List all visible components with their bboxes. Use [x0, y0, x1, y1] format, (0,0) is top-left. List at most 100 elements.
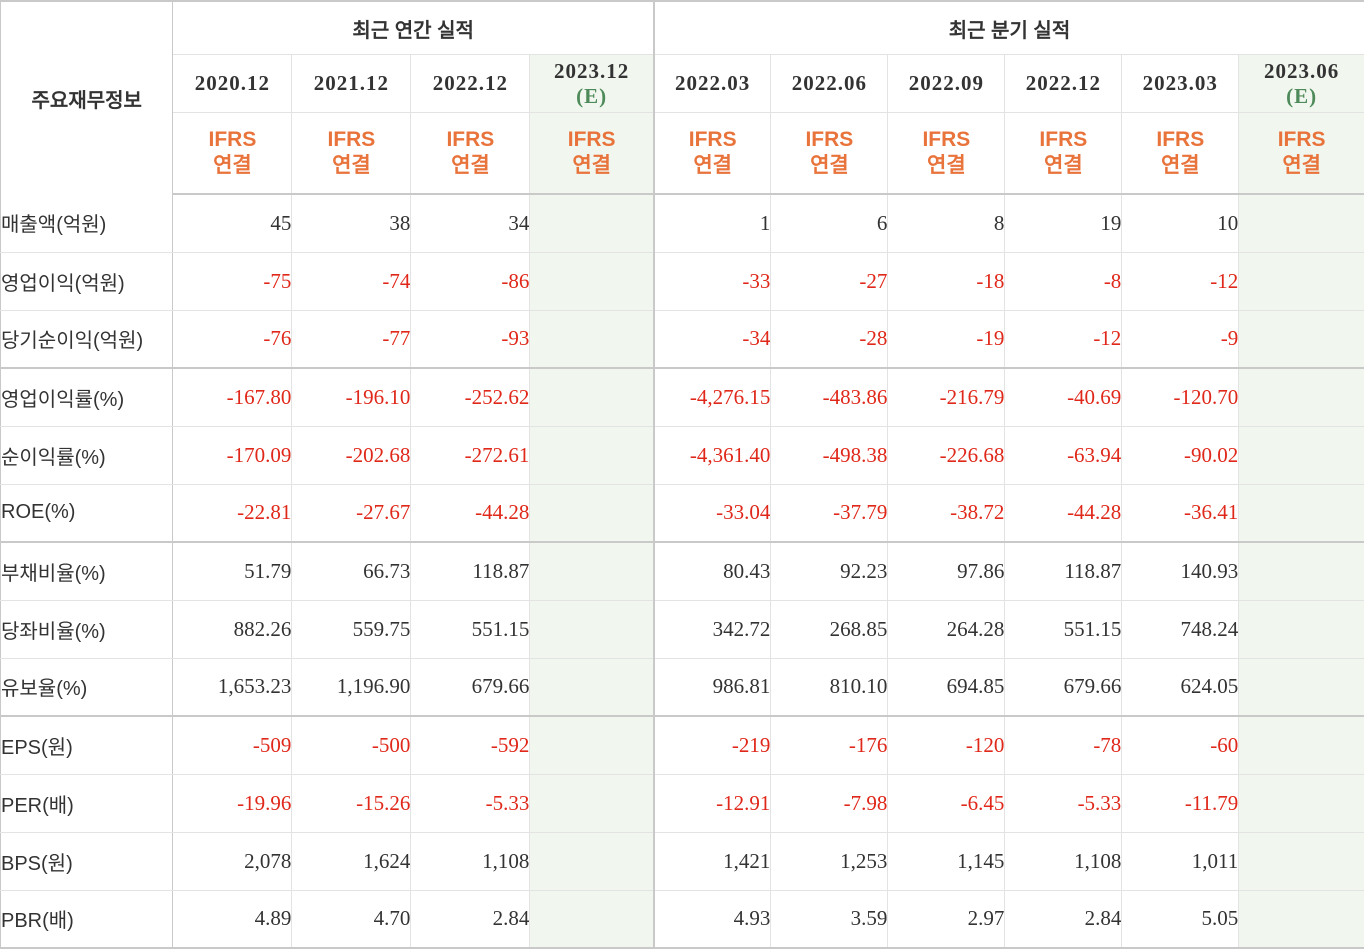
table-row: PER(배) -19.96 -15.26 -5.33 -12.91 -7.98 -6.45-…: [1, 774, 1365, 832]
value-cell: -75: [173, 252, 292, 310]
value-cell: [530, 890, 654, 948]
period-header: 2023.12 (E): [530, 55, 654, 113]
accounting-basis: IFRS 연결: [1239, 113, 1364, 195]
value-cell: -5.33: [1005, 774, 1122, 832]
value-cell: 679.66: [1005, 658, 1122, 716]
value-cell: [530, 310, 654, 368]
basis-consolidation: 연결: [655, 153, 770, 179]
value-cell: -12: [1005, 310, 1122, 368]
basis-consolidation: 연결: [292, 153, 410, 179]
row-label: 영업이익(억원): [1, 252, 173, 310]
period-label: 2022.12: [433, 71, 508, 95]
basis-standard: IFRS: [1122, 127, 1238, 153]
period-header: 2022.12: [1005, 55, 1122, 113]
value-cell: [1239, 774, 1364, 832]
row-label: 유보율(%): [1, 658, 173, 716]
value-cell: 5.05: [1122, 890, 1239, 948]
value-cell: 1,653.23: [173, 658, 292, 716]
accounting-basis: IFRS 연결: [771, 113, 888, 195]
value-cell: -86: [411, 252, 530, 310]
basis-standard: IFRS: [888, 127, 1004, 153]
row-label: ROE(%): [1, 484, 173, 542]
accounting-basis: IFRS 연결: [1122, 113, 1239, 195]
value-cell: -15.26: [292, 774, 411, 832]
value-cell: 140.93: [1122, 542, 1239, 600]
table-row: 영업이익(억원) -75 -74 -86 -33 -27 -18 -8 -12: [1, 252, 1365, 310]
value-cell: -170.09: [173, 426, 292, 484]
value-cell: -272.61: [411, 426, 530, 484]
value-cell: 748.24: [1122, 600, 1239, 658]
basis-standard: IFRS: [411, 127, 529, 153]
value-cell: -500: [292, 716, 411, 774]
value-cell: -93: [411, 310, 530, 368]
value-cell: -40.69: [1005, 368, 1122, 426]
basis-standard: IFRS: [292, 127, 410, 153]
value-cell: -216.79: [888, 368, 1005, 426]
period-label: 2022.12: [1026, 71, 1101, 95]
table-row: PBR(배) 4.89 4.70 2.84 4.93 3.59 2.97 2.84 5.05: [1, 890, 1365, 948]
value-cell: 92.23: [771, 542, 888, 600]
value-cell: -78: [1005, 716, 1122, 774]
row-label: 부채비율(%): [1, 542, 173, 600]
table-row: ROE(%) -22.81 -27.67 -44.28 -33.04 -37.79 -38.…: [1, 484, 1365, 542]
basis-consolidation: 연결: [1005, 153, 1121, 179]
value-cell: 2.84: [1005, 890, 1122, 948]
value-cell: -19.96: [173, 774, 292, 832]
value-cell: 4.93: [654, 890, 771, 948]
value-cell: -5.33: [411, 774, 530, 832]
value-cell: -19: [888, 310, 1005, 368]
table-row: BPS(원) 2,078 1,624 1,108 1,421 1,253 1,145 1,10…: [1, 832, 1365, 890]
value-cell: [530, 716, 654, 774]
value-cell: -18: [888, 252, 1005, 310]
value-cell: 624.05: [1122, 658, 1239, 716]
row-label: 순이익률(%): [1, 426, 173, 484]
period-header: 2021.12: [292, 55, 411, 113]
basis-consolidation: 연결: [1122, 153, 1238, 179]
row-label: 당기순이익(억원): [1, 310, 173, 368]
value-cell: [530, 600, 654, 658]
value-cell: -4,276.15: [654, 368, 771, 426]
period-header: 2020.12: [173, 55, 292, 113]
value-cell: 2,078: [173, 832, 292, 890]
value-cell: [1239, 426, 1364, 484]
table-row: 영업이익률(%) -167.80 -196.10 -252.62 -4,276.15 -4…: [1, 368, 1365, 426]
period-label: 2022.03: [675, 71, 750, 95]
value-cell: -252.62: [411, 368, 530, 426]
value-cell: [530, 484, 654, 542]
value-cell: -4,361.40: [654, 426, 771, 484]
value-cell: 694.85: [888, 658, 1005, 716]
value-cell: -509: [173, 716, 292, 774]
value-cell: 1,196.90: [292, 658, 411, 716]
value-cell: 1,253: [771, 832, 888, 890]
value-cell: 1,421: [654, 832, 771, 890]
financial-summary-table: 주요재무정보 최근 연간 실적 최근 분기 실적 2020.12 2021.12 2…: [0, 0, 1364, 949]
value-cell: -120: [888, 716, 1005, 774]
table-row: 부채비율(%) 51.79 66.73 118.87 80.43 92.23 97.86 11…: [1, 542, 1365, 600]
basis-standard: IFRS: [1239, 127, 1364, 153]
period-label: 2021.12: [314, 71, 389, 95]
table-row: EPS(원) -509 -500 -592 -219 -176 -120 -78 -60: [1, 716, 1365, 774]
table-row: 순이익률(%) -170.09 -202.68 -272.61 -4,361.40 -49…: [1, 426, 1365, 484]
value-cell: -36.41: [1122, 484, 1239, 542]
value-cell: -483.86: [771, 368, 888, 426]
row-label: PER(배): [1, 774, 173, 832]
value-cell: -592: [411, 716, 530, 774]
accounting-basis: IFRS 연결: [292, 113, 411, 195]
value-cell: -6.45: [888, 774, 1005, 832]
row-label: BPS(원): [1, 832, 173, 890]
value-cell: -77: [292, 310, 411, 368]
value-cell: [530, 542, 654, 600]
value-cell: -120.70: [1122, 368, 1239, 426]
value-cell: [1239, 716, 1364, 774]
accounting-basis: IFRS 연결: [1005, 113, 1122, 195]
value-cell: -12: [1122, 252, 1239, 310]
value-cell: 51.79: [173, 542, 292, 600]
row-label: EPS(원): [1, 716, 173, 774]
value-cell: -7.98: [771, 774, 888, 832]
value-cell: -196.10: [292, 368, 411, 426]
table-row: 유보율(%) 1,653.23 1,196.90 679.66 986.81 810.10…: [1, 658, 1365, 716]
basis-consolidation: 연결: [888, 153, 1004, 179]
value-cell: -34: [654, 310, 771, 368]
basis-standard: IFRS: [655, 127, 770, 153]
value-cell: [1239, 194, 1364, 252]
